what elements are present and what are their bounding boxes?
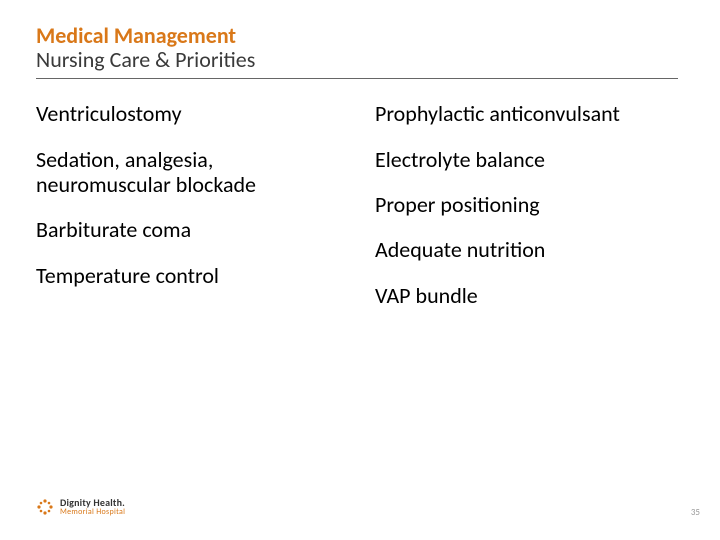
title-line1: Medical Management — [36, 24, 684, 48]
slide-header: Medical Management Nursing Care & Priori… — [36, 24, 684, 79]
page-number: 35 — [691, 507, 700, 518]
footer-logo: Dignity Health. Memorial Hospital — [36, 498, 125, 516]
list-item: Adequate nutrition — [375, 237, 684, 262]
logo-mark-icon — [36, 498, 54, 516]
list-item: Sedation, analgesia, neuromuscular block… — [36, 147, 345, 198]
logo-secondary-text: Memorial Hospital — [60, 508, 125, 516]
right-column: Prophylactic anticonvulsant Electrolyte … — [375, 101, 684, 307]
left-column: Ventriculostomy Sedation, analgesia, neu… — [36, 101, 345, 307]
list-item: Proper positioning — [375, 192, 684, 217]
header-divider — [36, 78, 678, 79]
title-line2: Nursing Care & Priorities — [36, 48, 684, 72]
list-item: Electrolyte balance — [375, 147, 684, 172]
list-item: Ventriculostomy — [36, 101, 345, 126]
list-item: Prophylactic anticonvulsant — [375, 101, 684, 126]
content-columns: Ventriculostomy Sedation, analgesia, neu… — [36, 101, 684, 307]
list-item: Barbiturate coma — [36, 217, 345, 242]
list-item: Temperature control — [36, 263, 345, 288]
slide: Medical Management Nursing Care & Priori… — [0, 0, 720, 540]
logo-text: Dignity Health. Memorial Hospital — [60, 498, 125, 516]
list-item: VAP bundle — [375, 283, 684, 308]
